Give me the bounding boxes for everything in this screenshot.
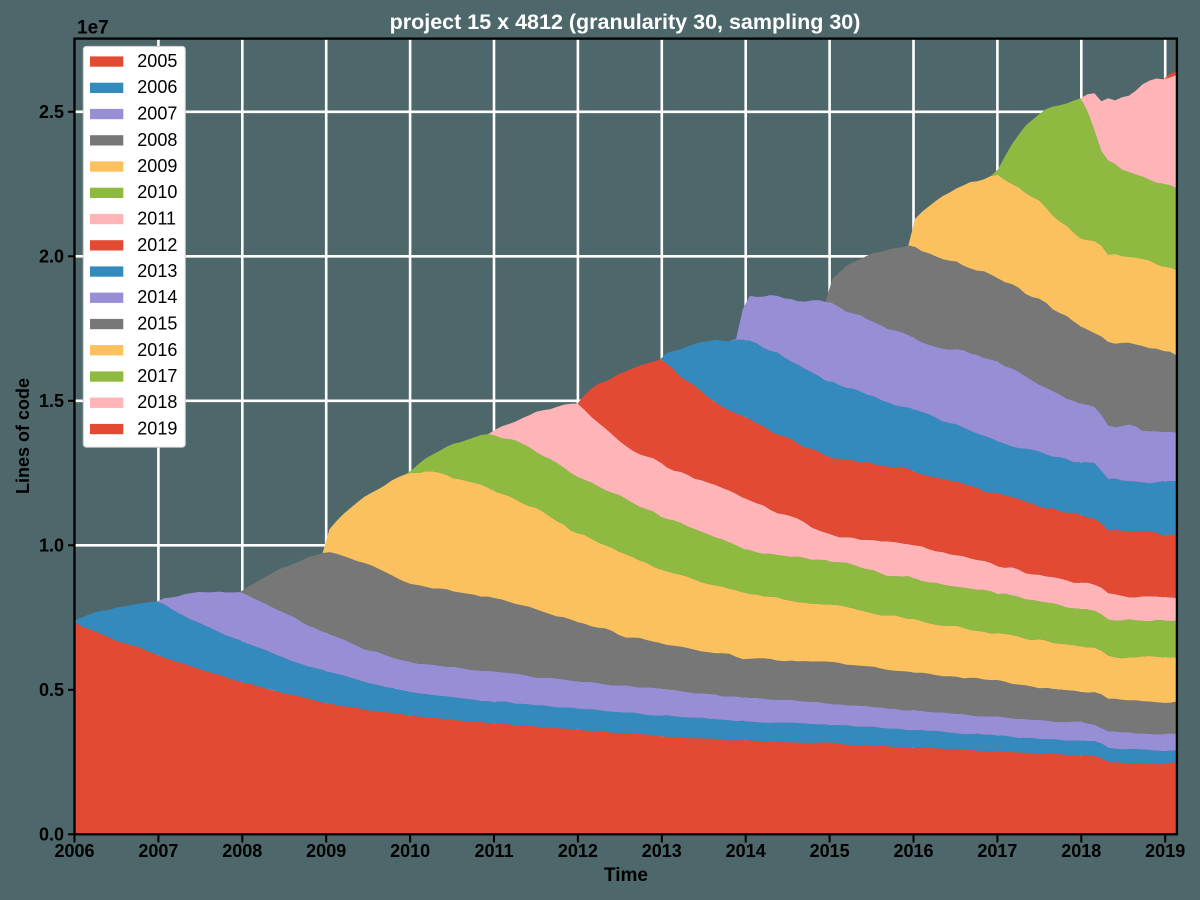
svg-text:2017: 2017 [137, 366, 177, 386]
svg-text:2012: 2012 [558, 841, 598, 861]
svg-text:2008: 2008 [222, 841, 262, 861]
svg-text:2011: 2011 [137, 209, 176, 229]
svg-text:2018: 2018 [1061, 841, 1101, 861]
svg-text:2019: 2019 [137, 419, 177, 439]
svg-text:2018: 2018 [137, 392, 177, 412]
svg-text:2017: 2017 [977, 841, 1017, 861]
svg-text:2007: 2007 [137, 104, 177, 124]
svg-text:2006: 2006 [54, 841, 94, 861]
svg-text:2015: 2015 [137, 314, 177, 334]
svg-text:0.0: 0.0 [39, 824, 64, 844]
svg-text:2014: 2014 [726, 841, 766, 861]
svg-text:2010: 2010 [390, 841, 430, 861]
svg-text:2005: 2005 [137, 51, 177, 71]
svg-text:1e7: 1e7 [77, 18, 109, 39]
svg-text:2011: 2011 [474, 841, 513, 861]
svg-text:2016: 2016 [137, 340, 177, 360]
svg-text:project 15 x 4812 (granularity: project 15 x 4812 (granularity 30, sampl… [390, 10, 861, 34]
svg-text:Time: Time [604, 865, 648, 886]
svg-text:1.5: 1.5 [39, 391, 64, 411]
svg-text:2013: 2013 [642, 841, 682, 861]
svg-text:1.0: 1.0 [39, 535, 64, 555]
svg-text:0.5: 0.5 [39, 680, 64, 700]
svg-text:2009: 2009 [306, 841, 346, 861]
svg-text:2007: 2007 [138, 841, 178, 861]
svg-text:2009: 2009 [137, 156, 177, 176]
svg-text:2015: 2015 [810, 841, 850, 861]
svg-text:2.5: 2.5 [39, 102, 64, 122]
svg-text:2014: 2014 [137, 287, 177, 307]
svg-text:2006: 2006 [137, 77, 177, 97]
svg-text:2019: 2019 [1145, 841, 1185, 861]
svg-text:2013: 2013 [137, 261, 177, 281]
svg-text:Lines of code: Lines of code [13, 378, 33, 494]
svg-text:2008: 2008 [137, 130, 177, 150]
svg-text:2010: 2010 [137, 182, 177, 202]
svg-text:2012: 2012 [137, 235, 177, 255]
svg-text:2.0: 2.0 [39, 246, 64, 266]
svg-text:2016: 2016 [893, 841, 933, 861]
